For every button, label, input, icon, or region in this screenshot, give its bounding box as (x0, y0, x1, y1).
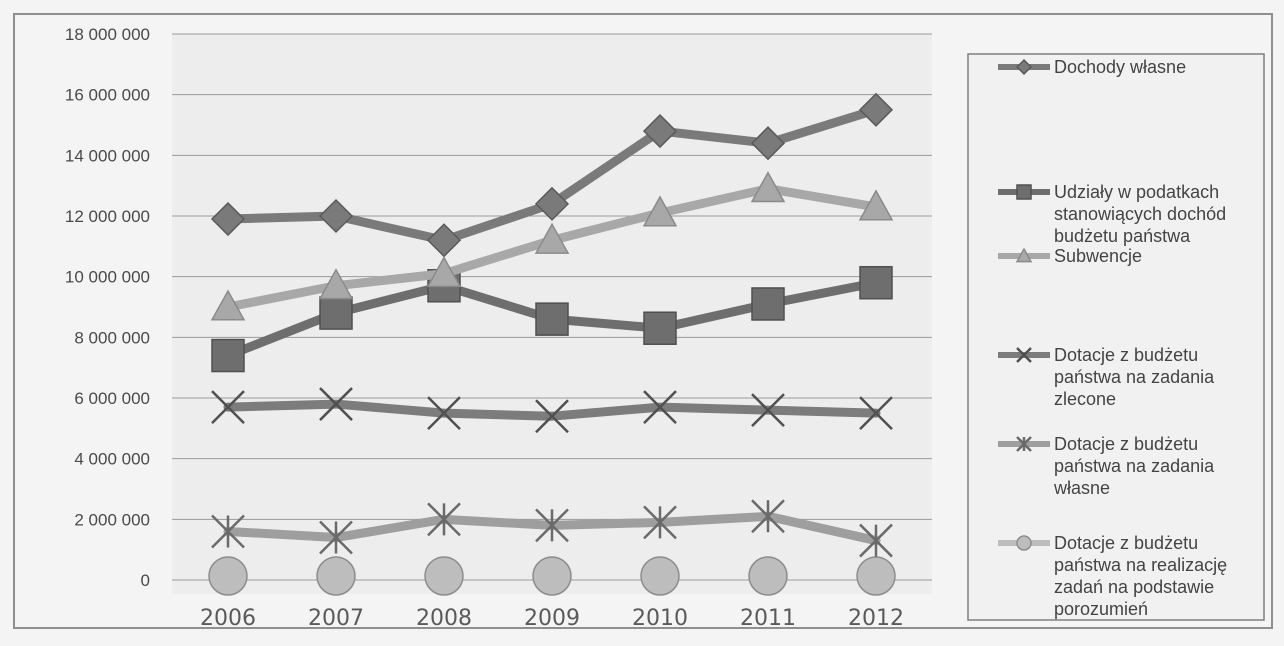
x-tick-label: 2011 (740, 606, 796, 631)
series-3 (211, 387, 893, 434)
x-marker (211, 390, 245, 424)
legend-label: Dotacje z budżetu państwa na zadania własn… (1053, 434, 1215, 498)
star-marker (319, 520, 353, 555)
x-tick-label: 2007 (308, 606, 364, 631)
y-tick-label: 2 000 000 (74, 510, 150, 529)
y-tick-label: 18 000 000 (65, 25, 150, 44)
square-marker (535, 302, 569, 336)
star-marker (859, 523, 893, 558)
series-1 (211, 265, 893, 373)
star-marker (751, 499, 785, 534)
star-marker (535, 508, 569, 543)
x-axis-labels: 2006 2007 2008 2009 2010 2011 2012 (200, 606, 904, 631)
y-tick-label: 16 000 000 (65, 86, 150, 105)
circle-marker (1016, 535, 1032, 551)
star-marker (643, 505, 677, 540)
legend-entry-2: Subwencje (998, 246, 1142, 266)
x-marker (427, 396, 461, 431)
square-marker (859, 265, 893, 300)
square-marker (319, 296, 353, 330)
legend-entry-3: Dotacje z budżetu państwa na zadania zleco… (998, 345, 1215, 409)
triangle-marker (1015, 247, 1033, 263)
circle-marker (748, 556, 788, 596)
legend-entry-5: Dotacje z budżetu państwa na realizację za… (998, 533, 1227, 619)
diamond-marker (318, 198, 354, 234)
x-marker (859, 396, 893, 431)
circle-marker (424, 556, 464, 596)
diamond-marker (642, 114, 678, 149)
legend-label: Dotacje z budżetu państwa na zadania zleco… (1054, 345, 1215, 409)
diamond-marker (534, 186, 570, 221)
legend-label: Udziały w podatkach stanowiących dochód bu… (1054, 182, 1226, 246)
legend-entry-0: Dochody własne (998, 57, 1186, 77)
star-marker (1016, 436, 1032, 452)
x-tick-label: 2012 (848, 606, 904, 631)
square-marker (211, 338, 245, 373)
legend-label: Dotacje z budżetu państwa na realizację za… (1054, 533, 1227, 619)
diamond-marker (858, 92, 894, 127)
diamond-marker (210, 201, 246, 237)
series-4 (211, 499, 893, 558)
chart-border (13, 13, 1273, 629)
x-marker (643, 390, 677, 424)
circle-marker (208, 556, 248, 596)
circle-marker (640, 556, 680, 596)
y-tick-label: 4 000 000 (74, 450, 150, 469)
triangle-marker (642, 195, 678, 227)
x-tick-label: 2009 (524, 606, 580, 631)
square-marker (643, 311, 677, 345)
x-tick-label: 2006 (200, 606, 256, 631)
legend-label: Subwencje (1054, 246, 1142, 266)
x-marker (1016, 347, 1032, 363)
y-tick-label: 6 000 000 (74, 389, 150, 408)
square-marker (1016, 184, 1032, 200)
series-2 (210, 171, 894, 321)
triangle-marker (318, 268, 354, 300)
diamond-marker (426, 223, 462, 258)
y-tick-label: 0 (141, 571, 150, 590)
x-tick-label: 2008 (416, 606, 472, 631)
star-marker (211, 514, 245, 549)
y-tick-label: 12 000 000 (65, 207, 150, 226)
series-5 (208, 556, 896, 596)
triangle-marker (858, 189, 894, 221)
diamond-marker (750, 126, 786, 161)
legend-entry-1: Udziały w podatkach stanowiących dochód bu… (998, 182, 1226, 246)
circle-marker (856, 556, 896, 596)
series-group (208, 92, 896, 596)
star-marker (427, 502, 461, 537)
square-marker (751, 287, 785, 321)
y-tick-label: 8 000 000 (74, 328, 150, 347)
x-marker (535, 399, 569, 434)
series-0 (210, 92, 894, 258)
legend-label: Dochody własne (1054, 57, 1186, 77)
circle-marker (316, 556, 356, 596)
triangle-marker (750, 171, 786, 203)
legend-entry-4: Dotacje z budżetu państwa na zadania własn… (998, 434, 1215, 498)
y-tick-label: 10 000 000 (65, 268, 150, 287)
circle-marker (532, 556, 572, 596)
triangle-marker (534, 222, 570, 254)
legend-box (967, 53, 1265, 621)
x-tick-label: 2010 (632, 606, 688, 631)
y-tick-label: 14 000 000 (65, 146, 150, 165)
y-axis-labels: 0 2 000 000 4 000 000 6 000 000 8 000 000 10 … (65, 25, 150, 590)
triangle-marker (210, 289, 246, 321)
x-marker (319, 387, 353, 421)
x-marker (751, 393, 785, 428)
triangle-marker (426, 256, 462, 288)
diamond-marker (1015, 58, 1033, 76)
legend: Dochody własne Udziały w podatkach stanowi… (998, 57, 1227, 619)
